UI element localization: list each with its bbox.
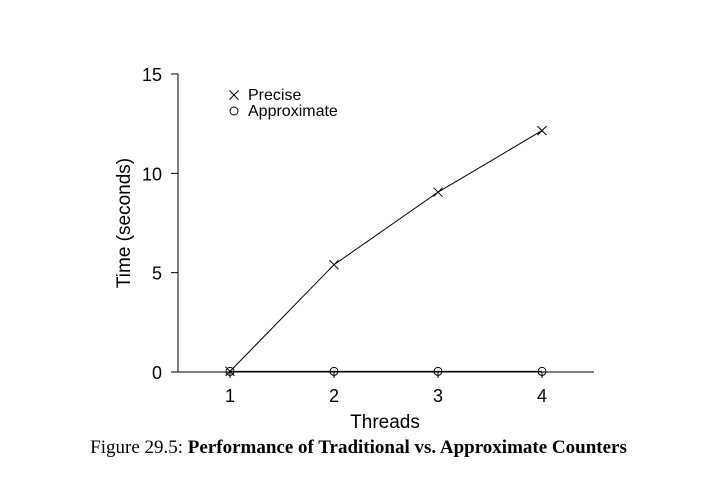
data-point-precise [329, 259, 339, 270]
x-tick-label: 1 [225, 386, 235, 406]
y-tick-label: 0 [152, 363, 162, 383]
data-point-approximate [329, 366, 339, 376]
y-axis-label: Time (seconds) [114, 158, 135, 288]
x-axis-ticks: 1 2 3 4 [225, 372, 547, 406]
data-point-approximate [537, 366, 547, 376]
legend-marker-approximate [229, 106, 239, 116]
y-tick-label: 5 [152, 264, 162, 284]
legend-label-precise: Precise [248, 87, 301, 104]
data-point-approximate [433, 366, 443, 376]
data-point-precise [433, 187, 443, 198]
data-point-precise [537, 125, 547, 136]
series-layer [225, 125, 547, 377]
y-tick-label: 15 [142, 65, 162, 85]
y-tick-label: 10 [142, 164, 162, 184]
x-axis-label: Threads [350, 412, 420, 433]
legend-label-approximate: Approximate [248, 103, 338, 120]
x-tick-label: 4 [537, 386, 547, 406]
x-tick-label: 3 [433, 386, 443, 406]
axes [177, 74, 594, 373]
caption-label: Figure 29.5: [90, 437, 184, 458]
legend-marker-precise [229, 90, 239, 100]
series-line-precise [229, 130, 543, 372]
y-axis-ticks: 0 5 10 15 [142, 65, 178, 383]
caption-title: Performance of Traditional vs. Approxima… [187, 437, 627, 458]
x-tick-label: 2 [329, 386, 339, 406]
figure-caption: Figure 29.5: Performance of Traditional … [0, 437, 717, 459]
data-point-approximate [225, 366, 235, 376]
